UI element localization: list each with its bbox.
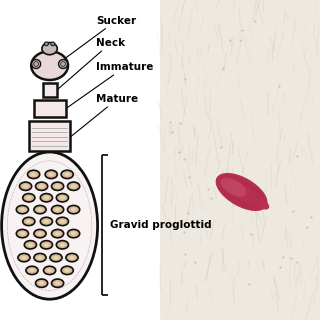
Ellipse shape [39, 184, 44, 188]
Ellipse shape [23, 194, 35, 202]
Ellipse shape [31, 172, 36, 176]
Ellipse shape [52, 205, 64, 214]
Ellipse shape [34, 253, 46, 262]
Ellipse shape [51, 42, 55, 46]
Ellipse shape [24, 241, 36, 249]
Ellipse shape [29, 268, 35, 272]
Ellipse shape [44, 42, 49, 46]
Ellipse shape [71, 184, 76, 188]
Ellipse shape [45, 170, 57, 179]
Ellipse shape [44, 243, 49, 247]
Ellipse shape [52, 229, 64, 238]
Ellipse shape [258, 200, 269, 210]
Ellipse shape [61, 170, 73, 179]
Bar [34, 100, 66, 117]
Ellipse shape [68, 229, 80, 238]
Ellipse shape [69, 256, 75, 260]
Ellipse shape [31, 51, 68, 80]
Ellipse shape [39, 281, 44, 285]
Ellipse shape [59, 60, 68, 68]
Ellipse shape [37, 208, 43, 212]
Ellipse shape [60, 196, 65, 200]
Ellipse shape [40, 217, 52, 226]
Ellipse shape [26, 266, 38, 275]
Text: Neck: Neck [57, 38, 125, 90]
Ellipse shape [220, 178, 247, 197]
Ellipse shape [20, 182, 32, 190]
Ellipse shape [37, 256, 43, 260]
Ellipse shape [26, 196, 32, 200]
Ellipse shape [34, 229, 46, 238]
Ellipse shape [40, 241, 52, 249]
Ellipse shape [50, 253, 62, 262]
Ellipse shape [56, 241, 68, 249]
Ellipse shape [42, 43, 57, 55]
Ellipse shape [26, 220, 32, 223]
Ellipse shape [52, 182, 64, 190]
Ellipse shape [56, 217, 68, 226]
Ellipse shape [55, 232, 60, 236]
Ellipse shape [66, 253, 78, 262]
Ellipse shape [64, 268, 70, 272]
Ellipse shape [216, 173, 268, 211]
Ellipse shape [23, 217, 35, 226]
Ellipse shape [71, 232, 76, 236]
Ellipse shape [61, 266, 73, 275]
Ellipse shape [55, 184, 60, 188]
Ellipse shape [71, 208, 76, 212]
Ellipse shape [48, 172, 54, 176]
Ellipse shape [60, 220, 65, 223]
Ellipse shape [20, 208, 25, 212]
Ellipse shape [28, 170, 40, 179]
Ellipse shape [34, 61, 39, 67]
Ellipse shape [34, 205, 46, 214]
Text: Gravid proglottid: Gravid proglottid [110, 220, 212, 230]
Ellipse shape [16, 229, 28, 238]
Ellipse shape [61, 61, 66, 67]
Text: Immature: Immature [66, 62, 153, 109]
Ellipse shape [55, 208, 60, 212]
Ellipse shape [2, 152, 98, 299]
Text: Sucker: Sucker [64, 16, 136, 59]
Ellipse shape [60, 243, 65, 247]
Ellipse shape [36, 279, 48, 287]
Ellipse shape [44, 220, 49, 223]
Ellipse shape [32, 60, 41, 68]
Ellipse shape [52, 279, 64, 287]
Bar [29, 121, 70, 151]
Ellipse shape [20, 232, 25, 236]
Ellipse shape [55, 281, 60, 285]
Ellipse shape [28, 243, 33, 247]
Ellipse shape [44, 196, 49, 200]
Ellipse shape [36, 182, 48, 190]
Ellipse shape [18, 253, 30, 262]
Ellipse shape [64, 172, 70, 176]
Ellipse shape [23, 184, 28, 188]
Ellipse shape [68, 182, 80, 190]
Ellipse shape [56, 194, 68, 202]
Ellipse shape [44, 266, 56, 275]
Ellipse shape [68, 205, 80, 214]
Ellipse shape [40, 194, 52, 202]
Ellipse shape [37, 232, 43, 236]
Bar [160, 0, 320, 320]
Ellipse shape [21, 256, 27, 260]
Bar [43, 83, 57, 97]
Ellipse shape [53, 256, 59, 260]
Ellipse shape [47, 268, 52, 272]
Ellipse shape [16, 205, 28, 214]
Text: Mature: Mature [70, 94, 138, 137]
